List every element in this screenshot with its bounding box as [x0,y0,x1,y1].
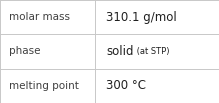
Text: solid: solid [106,45,134,58]
Text: 300 °C: 300 °C [106,79,146,92]
Text: 310.1 g/mol: 310.1 g/mol [106,11,177,24]
Text: (at STP): (at STP) [134,47,169,56]
Text: phase: phase [9,46,40,57]
Text: melting point: melting point [9,81,79,91]
Text: molar mass: molar mass [9,12,70,22]
